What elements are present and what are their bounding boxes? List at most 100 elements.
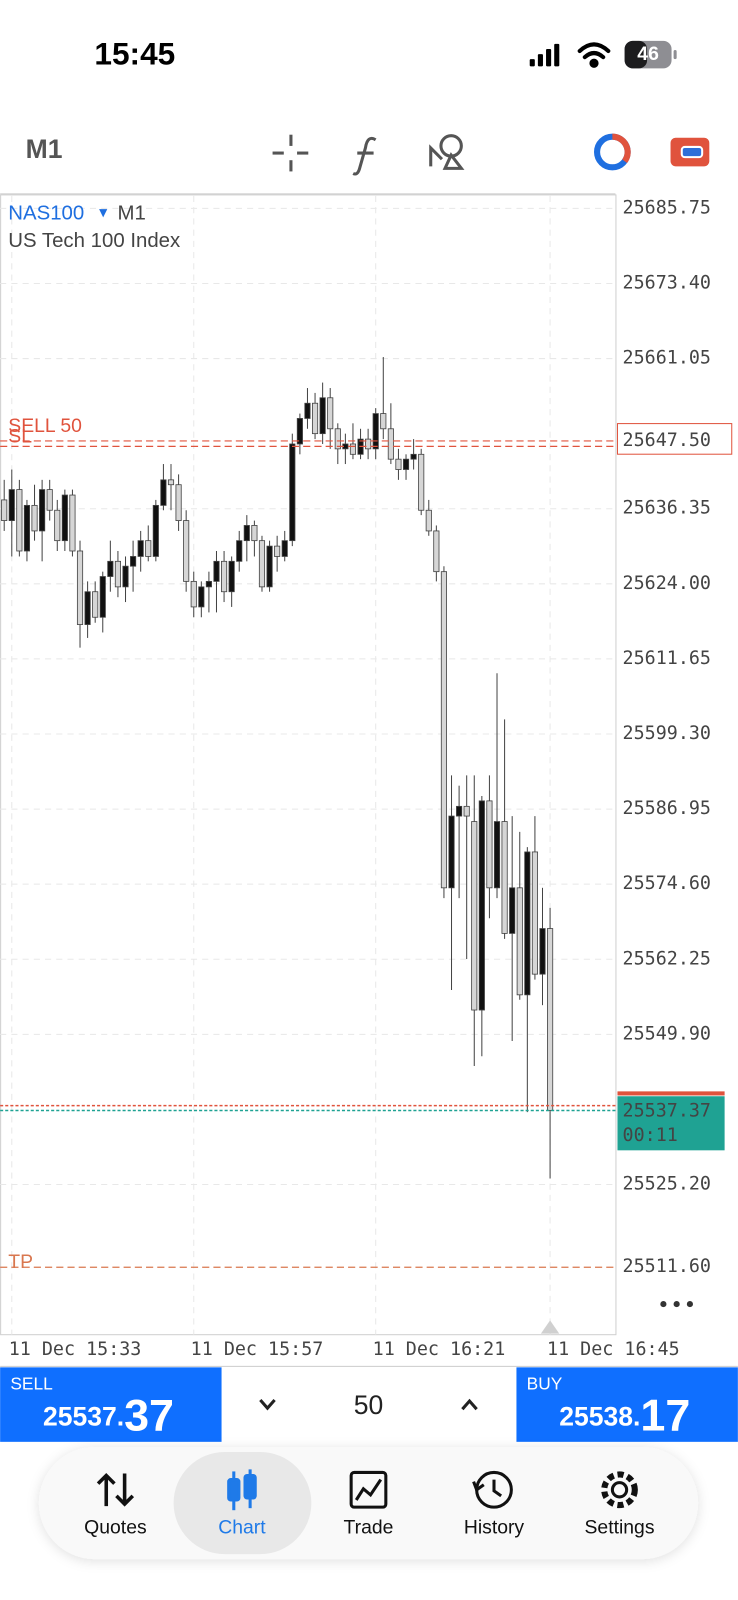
tab[interactable]: Settings [585, 1471, 655, 1539]
tab[interactable]: Quotes [84, 1472, 147, 1539]
symbol-name[interactable]: NAS100 [8, 203, 84, 225]
more-dot [660, 1301, 667, 1308]
tab-label: Quotes [84, 1517, 146, 1539]
candle-body [251, 525, 258, 542]
candle-body [387, 428, 394, 460]
volume-value[interactable]: 50 [354, 1390, 384, 1420]
candle-body [1, 499, 8, 521]
buy-label: BUY [527, 1373, 563, 1393]
sell-button-bg [0, 1367, 222, 1442]
last-bar-marker [540, 1320, 560, 1334]
trade-mode-button[interactable] [670, 137, 710, 167]
candle-body [236, 540, 243, 562]
candle-body [433, 530, 440, 573]
volume-decrease[interactable] [259, 1398, 276, 1411]
symbol-dropdown[interactable] [99, 209, 108, 218]
account-button[interactable] [594, 133, 631, 171]
crosshair-button[interactable] [272, 134, 309, 172]
candle-body [54, 509, 61, 542]
buy-price-big: 17 [640, 1389, 690, 1440]
candle-body [152, 504, 159, 557]
candle-body [531, 851, 538, 975]
candle-body [501, 821, 508, 934]
level-label: SELL 50 [8, 415, 82, 437]
buy-button[interactable]: BUY 25538.17 [516, 1367, 738, 1442]
level-price-label: 25511.60 [623, 1256, 711, 1277]
candle-body [463, 805, 470, 817]
icon-part [610, 1481, 629, 1499]
level-price-label: 25647.50 [623, 430, 711, 451]
icon-part [601, 1471, 638, 1509]
tab[interactable]: Chart [173, 1452, 312, 1555]
candle-body [107, 560, 114, 577]
x-tick-label: 11 Dec 15:57 [191, 1339, 324, 1360]
level-price-box [616, 423, 733, 455]
sell-button[interactable]: SELL 25537.37 [0, 1367, 222, 1442]
x-tick-label: 11 Dec 16:45 [547, 1339, 680, 1360]
candle-body [145, 540, 152, 557]
chart-header: NAS100 M1 US Tech 100 Index [8, 203, 180, 253]
candle-body [16, 489, 23, 552]
candle-body [8, 489, 15, 521]
candle-body [365, 438, 372, 450]
bid-price-box [617, 1096, 725, 1151]
sell-price: 25537.37 [43, 1389, 174, 1440]
sell-label: SELL [10, 1373, 53, 1393]
candle-body [258, 540, 266, 588]
candle-body [281, 540, 288, 557]
icon-part [243, 1473, 257, 1500]
sell-price-main: 25537. [43, 1401, 124, 1431]
y-tick-label: 25636.35 [623, 498, 711, 519]
candle-body [418, 453, 425, 511]
y-tick-label: 25673.40 [623, 272, 711, 293]
candle-body [99, 576, 106, 618]
tab[interactable]: History [464, 1470, 525, 1539]
more-dot [686, 1301, 693, 1308]
tab-label: Settings [585, 1517, 655, 1539]
candle-body [39, 489, 46, 532]
candle-body [183, 520, 190, 582]
candle-body [266, 545, 273, 588]
candle-body [425, 509, 432, 532]
candle-body [130, 556, 137, 567]
objects-button[interactable] [429, 134, 465, 170]
icon-part [354, 1478, 383, 1501]
candle-body [311, 402, 319, 435]
status-time: 15:45 [94, 35, 175, 71]
candle-body [349, 443, 357, 455]
tabs: Quotes Chart Trade History Settings [84, 1452, 655, 1555]
volume-increase[interactable] [461, 1398, 478, 1411]
candle-body [456, 805, 463, 817]
tab-icon [96, 1472, 135, 1507]
candle-body [114, 560, 121, 588]
candle-body [122, 565, 129, 588]
ask-marker [617, 1091, 725, 1096]
icon-part [349, 1470, 388, 1509]
y-tick-label: 25562.25 [623, 948, 711, 969]
y-tick-label: 25624.00 [623, 573, 711, 594]
tab[interactable]: Trade [344, 1470, 394, 1539]
tab-bar [38, 1446, 699, 1560]
battery-level: 46 [637, 43, 659, 65]
candle-body [448, 815, 455, 889]
bar-timer: 00:11 [623, 1125, 678, 1146]
candle-body [198, 586, 205, 608]
candle-body [380, 413, 387, 430]
timeframe-button[interactable]: M1 [26, 134, 63, 164]
indicators-button[interactable] [352, 136, 377, 176]
candle-body [160, 479, 167, 506]
candle-body [402, 458, 410, 470]
tab-label: Trade [344, 1517, 394, 1539]
tab-icon [227, 1469, 257, 1511]
battery-icon: 46 [624, 40, 677, 69]
candle-body [486, 800, 493, 889]
candle-body [493, 821, 501, 889]
icon-part [472, 1481, 485, 1493]
candle-body [524, 851, 531, 996]
buy-price-main: 25538. [559, 1401, 640, 1431]
level-label: SL [8, 425, 32, 447]
candle-body [304, 402, 311, 419]
candle-body [213, 560, 220, 582]
